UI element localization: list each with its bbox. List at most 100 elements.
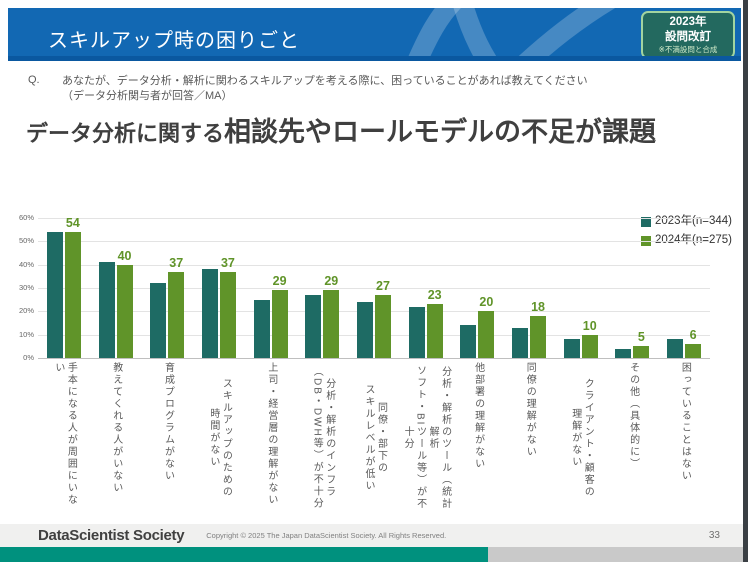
slide-title: データ分析に関する相談先やロールモデルの不足が課題 bbox=[26, 110, 656, 149]
y-axis-labels: 0% 10% 20% 30% 40% 50% 60% bbox=[4, 213, 34, 362]
bar-group: 5 bbox=[607, 218, 659, 358]
page-number: 33 bbox=[708, 530, 720, 541]
bottom-bar-gray bbox=[488, 547, 748, 562]
bar-2023年 bbox=[615, 348, 632, 358]
legend-marker-2023 bbox=[640, 216, 651, 227]
bar-2024年 bbox=[219, 271, 236, 358]
bar-pair: 23 bbox=[408, 218, 443, 358]
bar-value-label: 37 bbox=[220, 255, 235, 270]
bar-2023年 bbox=[563, 339, 580, 358]
bar-2024年 bbox=[374, 295, 391, 358]
bar-2023年 bbox=[408, 306, 425, 358]
plot-bars: 54 40 37 37 29 29 27 23 20 18 10 5 6 bbox=[38, 216, 710, 358]
x-label: 同僚の理解がない bbox=[503, 362, 555, 514]
bar-2023年 bbox=[150, 283, 167, 358]
x-label-text: 困っていることはない bbox=[679, 362, 691, 482]
bar-value-label: 54 bbox=[65, 216, 80, 230]
bar-value-label: 23 bbox=[427, 288, 442, 303]
x-label: 同僚・部下の スキルレベルが低い bbox=[348, 362, 400, 514]
question-label: Q. bbox=[28, 74, 40, 86]
x-label-text: その他（具体的に） bbox=[627, 362, 639, 470]
gridline bbox=[38, 218, 710, 219]
x-label-text: スキルアップのための 時間がない bbox=[207, 378, 232, 498]
question-line2: （データ分析関与者が回答／MA） bbox=[62, 90, 233, 103]
y-tick-label: 40% bbox=[18, 259, 34, 269]
bottom-bar bbox=[0, 547, 748, 562]
bar-2023年 bbox=[253, 299, 270, 358]
x-label-text: 上司・経営層の理解がない bbox=[265, 362, 277, 506]
y-tick-label: 30% bbox=[18, 283, 34, 292]
bar-group: 40 bbox=[90, 218, 142, 358]
bar-2023年 bbox=[356, 302, 373, 358]
bar-2023年 bbox=[512, 327, 529, 358]
bar-value-label: 29 bbox=[272, 274, 287, 289]
badge-year: 2023年 bbox=[669, 16, 707, 28]
bar-value-label: 27 bbox=[376, 279, 390, 293]
bar-pair: 20 bbox=[460, 218, 495, 358]
bar-pair: 10 bbox=[563, 218, 598, 358]
x-label: 分析・解析のツール（統計解析 ソフト・BIツール等）が不十分 bbox=[400, 362, 452, 514]
bar-2024年 bbox=[478, 311, 495, 358]
bar-pair: 37 bbox=[201, 218, 236, 358]
bar-2024年 bbox=[685, 344, 702, 358]
bar-group: 20 bbox=[452, 218, 504, 358]
bar-value-label: 37 bbox=[169, 255, 184, 270]
x-label-text: 育成プログラムがない bbox=[162, 362, 174, 482]
x-label: クライアント・顧客の 理解がない bbox=[555, 362, 607, 514]
badge-revision: 設問改訂 bbox=[665, 30, 711, 43]
gridline bbox=[38, 264, 710, 266]
bar-2024年 bbox=[530, 316, 547, 358]
x-label-text: 分析・解析のインフラ （DB・DWH等）が不十分 bbox=[311, 366, 335, 510]
copyright-text: Copyright © 2025 The Japan DataScientist… bbox=[206, 531, 447, 540]
bar-2023年 bbox=[98, 262, 115, 358]
question-row: Q. あなたが、データ分析・解析に関わるスキルアップを考える際に、困っていること… bbox=[28, 74, 588, 105]
bar-value-label: 5 bbox=[637, 330, 645, 345]
x-label-text: 同僚の理解がない bbox=[524, 362, 536, 458]
x-label: 教えてくれる人がいない bbox=[90, 362, 142, 514]
x-label: 困っていることはない bbox=[658, 362, 710, 514]
bar-group: 10 bbox=[555, 218, 607, 358]
bar-2023年 bbox=[46, 232, 63, 358]
bar-pair: 27 bbox=[356, 218, 391, 358]
question-line1: あなたが、データ分析・解析に関わるスキルアップを考える際に、困っていることがあれ… bbox=[62, 75, 588, 87]
bar-2024年 bbox=[64, 232, 81, 358]
footer-logo: DataScientist Society bbox=[38, 527, 185, 544]
x-label-text: クライアント・顧客の 理解がない bbox=[569, 378, 594, 498]
bar-pair: 54 bbox=[46, 216, 81, 358]
y-tick-label: 20% bbox=[18, 306, 34, 316]
bar-2024年 bbox=[116, 264, 133, 358]
y-tick-label: 50% bbox=[18, 236, 34, 246]
legend-row-2024: 2024年(n=275) bbox=[640, 231, 732, 250]
bar-2023年 bbox=[460, 325, 477, 358]
x-axis-labels: 手本になる人が周囲にいない 教えてくれる人がいない 育成プログラムがない スキルアップ… bbox=[38, 362, 710, 514]
x-label: その他（具体的に） bbox=[607, 362, 659, 514]
bar-pair: 6 bbox=[667, 218, 702, 358]
window-right-border bbox=[743, 0, 748, 562]
bar-2023年 bbox=[667, 339, 684, 358]
logo-swoosh-icon bbox=[408, 8, 616, 56]
x-label: 分析・解析のインフラ （DB・DWH等）が不十分 bbox=[296, 362, 348, 514]
bar-2024年 bbox=[633, 346, 650, 358]
legend-label-2024: 2024年(n=275) bbox=[654, 234, 732, 246]
x-label: 他部署の理解がない bbox=[452, 362, 504, 514]
bar-2024年 bbox=[323, 290, 340, 358]
x-label-text: 同僚・部下の スキルレベルが低い bbox=[362, 384, 387, 492]
bar-value-label: 18 bbox=[531, 300, 545, 314]
bar-group: 23 bbox=[400, 218, 452, 358]
footer: DataScientist Society Copyright © 2025 T… bbox=[0, 524, 748, 547]
bar-2023年 bbox=[305, 295, 322, 358]
bar-group: 54 bbox=[38, 216, 90, 358]
gridline bbox=[38, 288, 710, 289]
bar-value-label: 6 bbox=[689, 328, 697, 342]
bar-group: 29 bbox=[245, 218, 297, 358]
gridline bbox=[38, 358, 710, 359]
x-label: スキルアップのための 時間がない bbox=[193, 362, 245, 514]
x-label-text: 教えてくれる人がいない bbox=[110, 362, 122, 494]
bar-pair: 29 bbox=[253, 218, 288, 358]
slide-title-emphasis: 相談先やロールモデルの不足が課題 bbox=[224, 117, 657, 147]
x-label-text: 他部署の理解がない bbox=[472, 362, 484, 470]
bottom-bar-teal bbox=[0, 547, 489, 562]
bar-group: 37 bbox=[141, 218, 193, 358]
gridline bbox=[38, 241, 710, 243]
